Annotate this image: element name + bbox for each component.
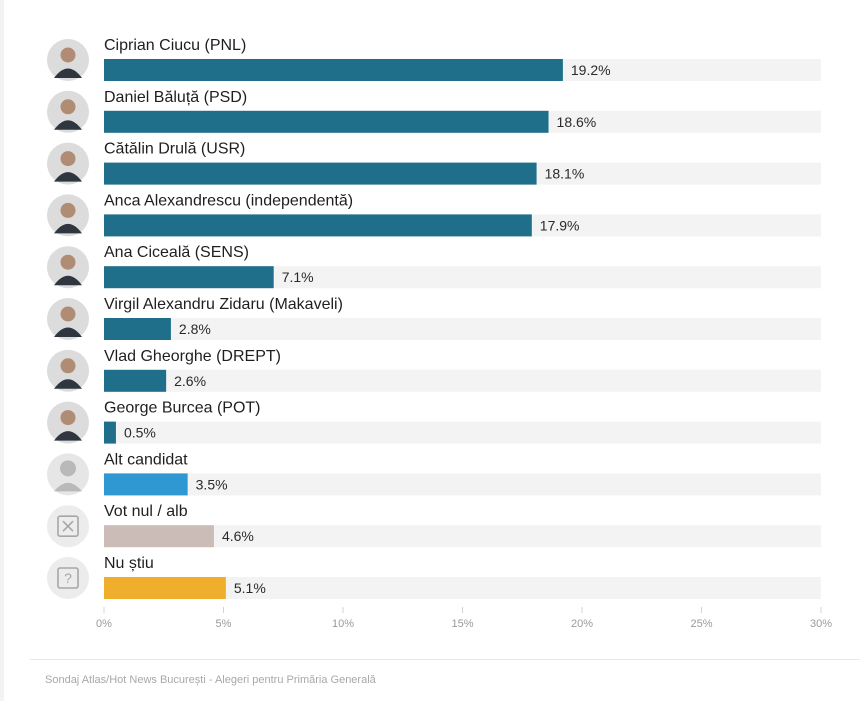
x-tick-label: 0% (96, 618, 112, 630)
bar (104, 369, 167, 392)
bar-row: Ciprian Ciucu (PNL) 19.2% (47, 37, 821, 81)
bar (104, 110, 549, 133)
x-tick-label: 5% (216, 618, 232, 630)
photo-head (60, 202, 76, 218)
source-caption: Sondaj Atlas/Hot News București - Aleger… (45, 674, 376, 686)
value-label: 18.6% (557, 114, 597, 130)
photo-shoulders (54, 172, 82, 182)
bar-track (104, 525, 821, 548)
value-label: 19.2% (571, 62, 611, 78)
candidate-label: Anca Alexandrescu (independentă) (104, 192, 353, 209)
bar (104, 266, 274, 289)
bar-row: Cătălin Drulă (USR) 18.1% (47, 141, 821, 185)
photo-head (60, 99, 76, 115)
bar (104, 59, 563, 81)
photo-head (60, 151, 76, 167)
x-box-frame (57, 515, 79, 538)
value-label: 5.1% (234, 580, 266, 596)
candidate-label: George Burcea (POT) (104, 400, 261, 417)
photo-head (60, 410, 76, 426)
x-tick-label: 25% (690, 618, 712, 630)
value-label: 18.1% (545, 166, 585, 182)
x-tick-label: 20% (571, 618, 593, 630)
bar-row: Anca Alexandrescu (independentă) 17.9% (47, 192, 821, 237)
bar (104, 318, 171, 340)
photo-shoulders (54, 120, 82, 130)
value-label: 7.1% (282, 269, 314, 285)
bar (104, 162, 537, 185)
bar-track (104, 577, 821, 599)
value-label: 3.5% (196, 476, 228, 492)
bar-row: Daniel Băluță (PSD) 18.6% (47, 89, 821, 133)
x-tick-label: 10% (332, 618, 354, 630)
bar-row: Ana Ciceală (SENS) 7.1% (47, 244, 821, 289)
bar-track (104, 318, 821, 340)
question-mark: ? (64, 570, 72, 586)
photo-shoulders (54, 327, 82, 337)
bar-track (104, 473, 821, 496)
bar (104, 421, 116, 444)
value-label: 17.9% (540, 217, 580, 233)
bar-row: Vlad Gheorghe (DREPT) 2.6% (47, 348, 821, 392)
bar-row: ? Nu știu 5.1% (47, 555, 821, 599)
candidate-label: Daniel Băluță (PSD) (104, 89, 247, 106)
bar-row: George Burcea (POT) 0.5% (47, 400, 821, 444)
candidate-label: Vot nul / alb (104, 503, 188, 520)
gridlines: 0% 5% 10% 15% 20% 25% 30% (96, 607, 832, 630)
bar-row: Alt candidat 3.5% (47, 451, 821, 496)
candidate-label: Ciprian Ciucu (PNL) (104, 37, 246, 54)
question-box-frame (57, 567, 79, 589)
bar-row: Virgil Alexandru Zidaru (Makaveli) 2.8% (47, 296, 821, 340)
silhouette-head (60, 460, 76, 477)
photo-head (60, 306, 76, 322)
candidate-label: Cătălin Drulă (USR) (104, 141, 245, 158)
photo-head (60, 47, 76, 63)
photo-shoulders (54, 68, 82, 78)
silhouette-body (54, 482, 82, 492)
photo-shoulders (54, 223, 82, 234)
x-mark (62, 520, 74, 532)
candidate-label: Virgil Alexandru Zidaru (Makaveli) (104, 296, 343, 313)
candidate-label: Vlad Gheorghe (DREPT) (104, 348, 281, 365)
bar-row: Vot nul / alb 4.6% (47, 503, 821, 548)
x-tick-label: 30% (810, 618, 832, 630)
candidate-label: Ana Ciceală (SENS) (104, 244, 249, 261)
photo-shoulders (54, 275, 82, 286)
bar-track (104, 421, 821, 444)
photo-shoulders (54, 431, 82, 441)
x-tick-label: 15% (451, 618, 473, 630)
photo-shoulders (54, 379, 82, 389)
bar (104, 214, 532, 237)
value-label: 2.8% (179, 321, 211, 337)
photo-head (60, 358, 76, 374)
candidate-label: Alt candidat (104, 451, 188, 468)
question-box-icon (47, 557, 89, 599)
bar (104, 577, 226, 599)
bar-track (104, 369, 821, 392)
bar-track (104, 266, 821, 289)
value-label: 0.5% (124, 425, 156, 441)
candidate-label: Nu știu (104, 555, 154, 572)
value-label: 4.6% (222, 528, 254, 544)
footer-divider (30, 659, 860, 660)
bar (104, 473, 188, 496)
bar (104, 525, 214, 548)
value-label: 2.6% (174, 373, 206, 389)
left-edge-strip (0, 0, 4, 701)
photo-head (60, 254, 76, 270)
